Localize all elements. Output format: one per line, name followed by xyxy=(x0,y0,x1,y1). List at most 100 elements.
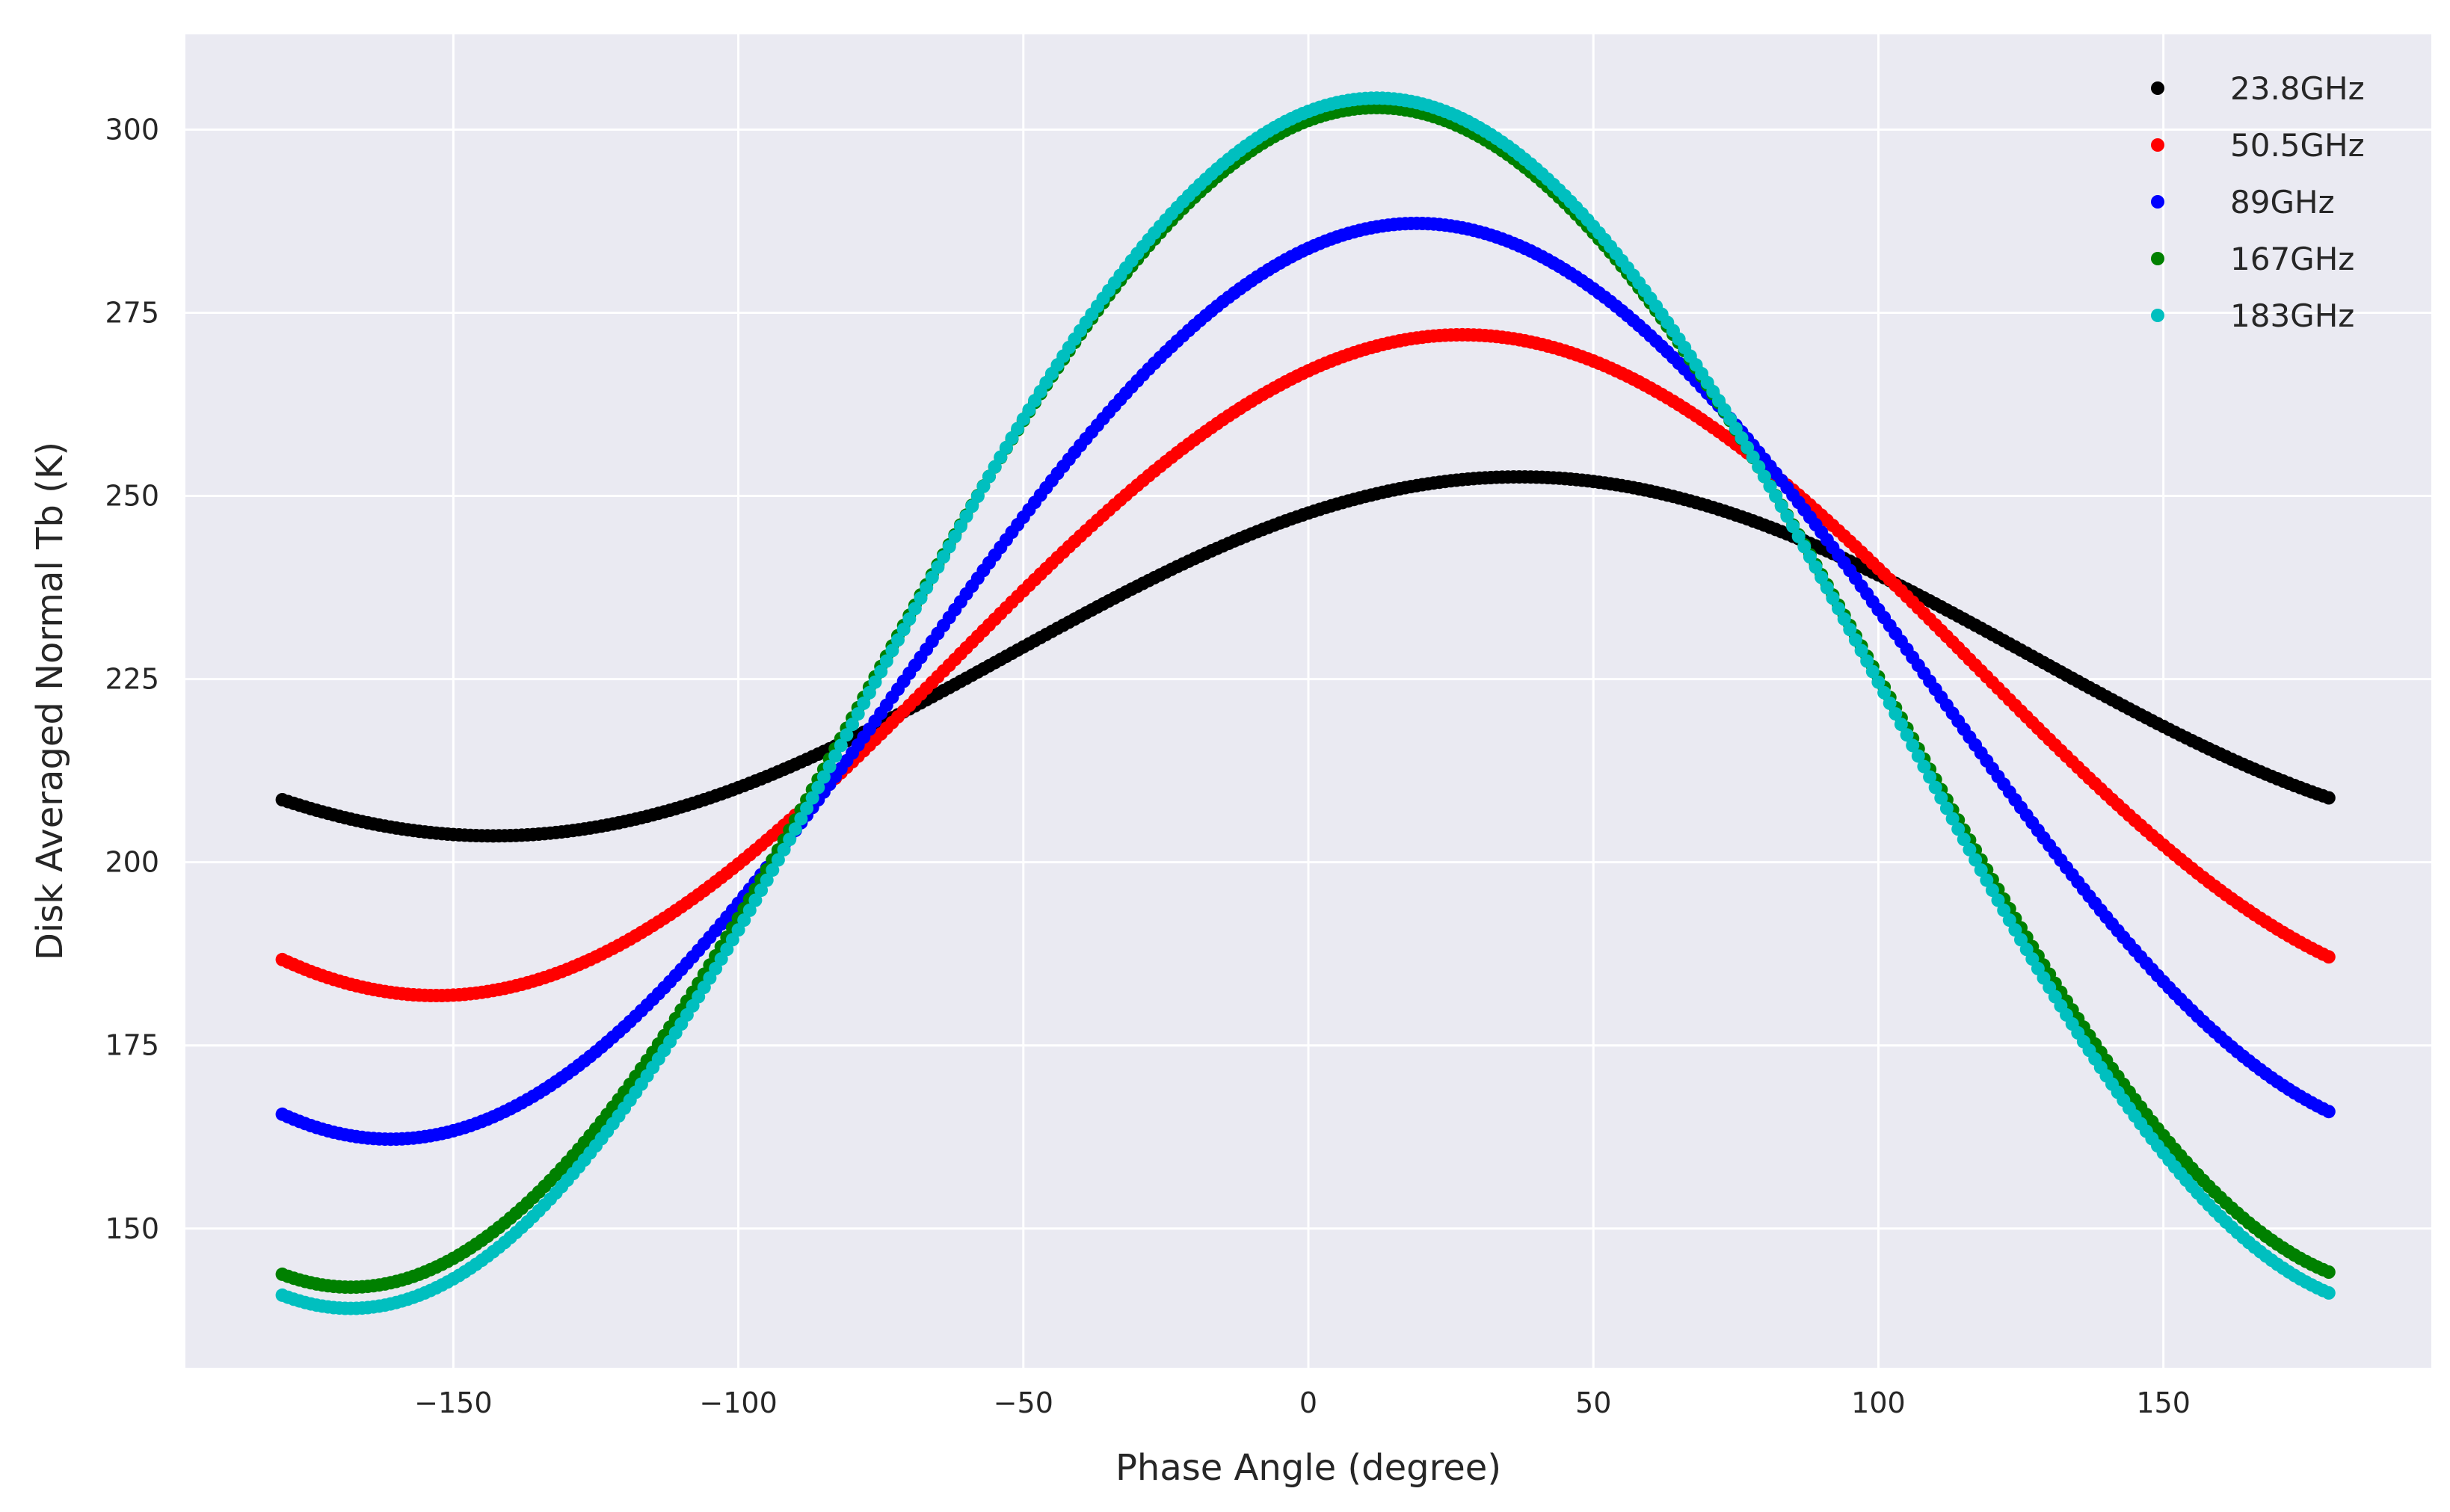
data-point xyxy=(1928,780,1942,794)
data-point xyxy=(1763,479,1777,493)
data-point xyxy=(2014,933,2028,947)
data-point xyxy=(1991,893,2005,907)
data-point xyxy=(896,623,911,637)
x-tick-label: −50 xyxy=(994,1386,1053,1419)
data-point xyxy=(1939,801,1954,815)
data-point xyxy=(737,913,751,928)
data-point xyxy=(1883,696,1897,710)
legend-marker xyxy=(2151,252,2164,265)
data-point xyxy=(1923,770,1937,784)
data-point xyxy=(931,560,945,574)
data-point xyxy=(1865,664,1880,679)
data-point xyxy=(816,770,831,784)
x-axis-title: Phase Angle (degree) xyxy=(1115,1447,1501,1489)
data-point xyxy=(1837,612,1851,626)
y-tick-label: 150 xyxy=(105,1212,159,1245)
data-point xyxy=(742,903,757,917)
legend-label: 50.5GHz xyxy=(2230,127,2365,164)
data-point xyxy=(1963,842,1977,857)
data-point xyxy=(1957,833,1971,847)
data-point xyxy=(766,863,780,877)
data-point xyxy=(1803,550,1817,564)
data-point xyxy=(1934,791,1948,805)
data-point xyxy=(828,749,843,763)
data-point xyxy=(874,664,888,679)
data-point xyxy=(976,479,991,493)
legend-label: 23.8GHz xyxy=(2230,70,2365,107)
data-point xyxy=(2008,923,2022,937)
legend-marker xyxy=(2151,138,2164,152)
x-tick-label: 150 xyxy=(2136,1386,2191,1419)
data-point xyxy=(2321,950,2336,964)
data-point xyxy=(920,581,934,595)
data-point xyxy=(937,550,950,564)
data-point xyxy=(1820,581,1834,595)
data-point xyxy=(731,923,745,937)
data-point xyxy=(868,675,882,689)
data-point xyxy=(1877,685,1892,700)
data-point xyxy=(822,759,837,774)
data-point xyxy=(1906,738,1920,753)
x-tick-label: −150 xyxy=(414,1386,492,1419)
data-point xyxy=(783,833,797,847)
series-group xyxy=(275,91,2336,1315)
data-point xyxy=(942,540,956,554)
data-point xyxy=(1791,529,1806,543)
data-point xyxy=(1945,812,1960,826)
data-point xyxy=(1809,560,1823,574)
data-point xyxy=(720,942,734,957)
data-point xyxy=(811,780,825,794)
data-point xyxy=(1832,602,1846,616)
data-point xyxy=(1826,591,1840,605)
legend: 23.8GHz 50.5GHz 89GHz 167GHz 183GHz xyxy=(2151,70,2365,334)
x-tick-label: 50 xyxy=(1575,1386,1611,1419)
data-point xyxy=(1848,633,1862,647)
data-point xyxy=(1969,853,1983,867)
data-point xyxy=(1757,469,1771,484)
data-point xyxy=(1774,499,1788,513)
data-point xyxy=(1900,728,1914,742)
data-point xyxy=(1815,570,1829,584)
data-point xyxy=(748,893,763,907)
data-point xyxy=(885,644,899,658)
data-point xyxy=(1951,822,1966,836)
data-point xyxy=(908,602,922,616)
data-point xyxy=(2002,913,2016,928)
data-point xyxy=(914,591,928,605)
data-point xyxy=(879,654,893,668)
y-tick-label: 200 xyxy=(105,846,159,879)
data-point xyxy=(1889,707,1903,721)
data-point xyxy=(1780,509,1794,523)
data-point xyxy=(959,509,973,523)
x-tick-label: −100 xyxy=(699,1386,777,1419)
data-point xyxy=(891,633,905,647)
data-point xyxy=(851,707,865,721)
y-axis-title: Disk Averaged Normal Tb (K) xyxy=(29,442,71,960)
data-point xyxy=(1917,759,1931,774)
data-point xyxy=(1860,654,1874,668)
y-tick-label: 175 xyxy=(105,1029,159,1062)
data-point xyxy=(1786,519,1800,534)
data-point xyxy=(925,570,939,584)
data-point xyxy=(771,853,785,867)
x-axis-ticks: −150 −100 −50 0 50 100 150 xyxy=(414,1386,2191,1419)
data-point xyxy=(1997,903,2011,917)
data-point xyxy=(805,791,819,805)
y-tick-label: 300 xyxy=(105,113,159,146)
data-point xyxy=(1843,623,1857,637)
data-point xyxy=(948,529,962,543)
x-tick-label: 100 xyxy=(1851,1386,1906,1419)
data-point xyxy=(1985,883,1999,898)
data-point xyxy=(754,883,769,898)
data-point xyxy=(2321,1265,2336,1279)
data-point xyxy=(840,728,854,742)
data-point xyxy=(1871,675,1886,689)
y-tick-label: 250 xyxy=(105,480,159,513)
y-tick-label: 275 xyxy=(105,296,159,329)
legend-label: 183GHz xyxy=(2230,297,2354,334)
data-point xyxy=(965,499,979,513)
legend-marker xyxy=(2151,81,2164,95)
data-point xyxy=(1911,749,1925,763)
data-point xyxy=(760,873,774,887)
data-point xyxy=(794,812,808,826)
